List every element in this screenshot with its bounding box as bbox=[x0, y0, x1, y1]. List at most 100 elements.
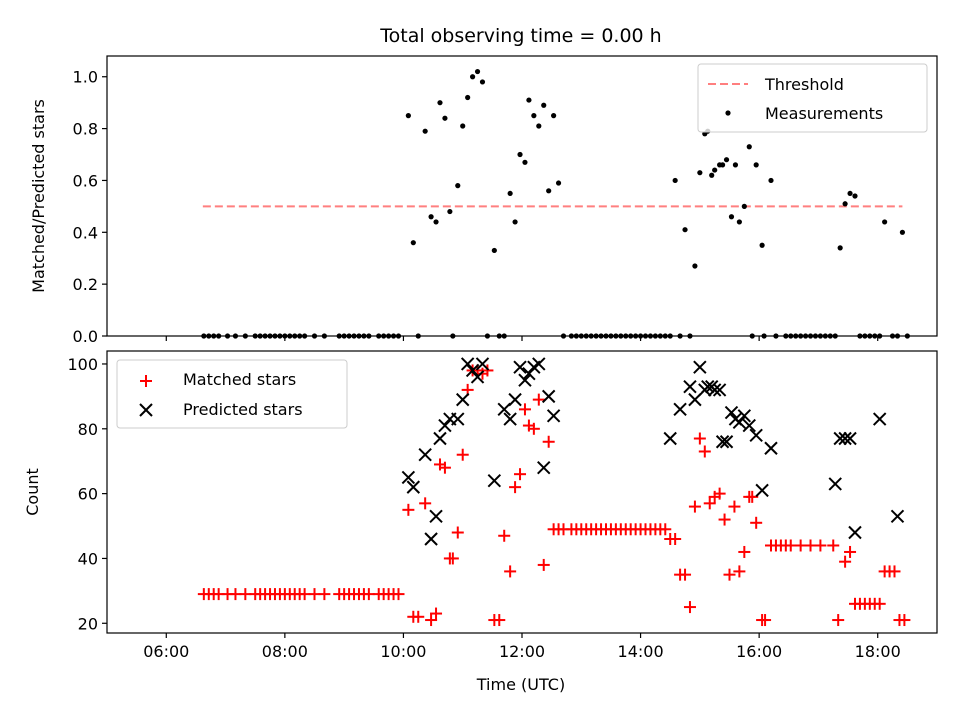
predicted-star-marker bbox=[732, 415, 747, 430]
matched-star-marker bbox=[839, 555, 852, 568]
measurement-point bbox=[899, 229, 906, 235]
predicted-star-marker bbox=[487, 473, 502, 488]
matched-star-marker bbox=[481, 364, 494, 377]
measurement-point bbox=[455, 183, 461, 189]
top-x-axis bbox=[165, 336, 879, 341]
top-y-axis: 0.0 0.2 0.4 0.6 0.8 1.0 bbox=[73, 68, 107, 346]
bottom-y-axis: 20 40 60 80 100 bbox=[67, 355, 107, 633]
predicted-star-marker bbox=[673, 402, 687, 417]
predicted-star-marker bbox=[749, 428, 763, 442]
predicted-star-marker bbox=[838, 431, 852, 446]
measurement-point bbox=[526, 97, 532, 103]
bottom-panel: 20 40 60 80 100 06:00 08:00 10:00 12:00 14:00 16:… bbox=[23, 350, 938, 694]
matched-star-marker bbox=[759, 614, 772, 627]
matched-star-marker bbox=[688, 500, 701, 513]
predicted-star-marker bbox=[890, 509, 905, 524]
count-points bbox=[197, 357, 911, 627]
predicted-star-marker bbox=[424, 532, 438, 546]
x-tick-label: 06:00 bbox=[143, 642, 189, 661]
matched-star-marker bbox=[514, 468, 527, 481]
predicted-star-marker bbox=[418, 448, 432, 462]
measurement-point bbox=[736, 219, 742, 225]
predicted-star-marker bbox=[724, 405, 739, 420]
measurement-point bbox=[465, 94, 471, 101]
predicted-star-marker bbox=[433, 431, 447, 446]
top-legend: Threshold Measurements bbox=[697, 63, 928, 133]
matched-star-marker bbox=[438, 461, 451, 474]
measurement-point bbox=[882, 219, 888, 225]
predicted-star-marker bbox=[513, 360, 527, 374]
predicted-star-marker bbox=[663, 431, 677, 446]
measurement-point bbox=[442, 115, 448, 121]
measurement-point bbox=[728, 214, 735, 220]
chart-title: Total observing time = 0.00 h bbox=[379, 25, 661, 47]
measurement-point bbox=[837, 245, 843, 251]
matched-star-marker bbox=[430, 607, 443, 620]
measurement-point bbox=[741, 203, 747, 209]
predicted-star-marker bbox=[737, 409, 752, 423]
measurement-point bbox=[719, 162, 726, 168]
measurement-point bbox=[768, 177, 774, 184]
predicted-star-marker bbox=[465, 363, 480, 378]
bottom-y-tick-label: 80 bbox=[78, 420, 98, 439]
matched-star-marker bbox=[493, 614, 506, 627]
matched-star-marker bbox=[703, 497, 716, 510]
predicted-star-marker bbox=[828, 477, 842, 491]
legend-predicted-label: Predicted stars bbox=[183, 400, 303, 419]
top-y-axis-label: Matched/Predicted stars bbox=[29, 99, 48, 293]
matched-star-marker bbox=[679, 568, 692, 581]
measurement-point bbox=[512, 219, 518, 225]
matched-star-marker bbox=[402, 503, 415, 516]
matched-star-marker bbox=[669, 533, 682, 545]
measurement-points bbox=[201, 68, 910, 339]
measurement-point bbox=[723, 157, 730, 163]
predicted-star-marker bbox=[872, 412, 887, 426]
measurement-point bbox=[732, 162, 739, 168]
x-tick-label: 10:00 bbox=[380, 642, 426, 661]
matched-star-marker bbox=[814, 539, 827, 552]
predicted-star-marker bbox=[693, 360, 707, 374]
measurement-point bbox=[405, 113, 411, 119]
measurement-point bbox=[712, 167, 718, 173]
bottom-legend-box bbox=[116, 359, 348, 429]
matched-star-marker bbox=[537, 558, 550, 571]
measurement-point bbox=[551, 113, 557, 119]
predicted-star-marker bbox=[546, 409, 561, 423]
x-tick-label: 16:00 bbox=[736, 642, 782, 661]
matched-star-marker bbox=[713, 487, 726, 500]
measurement-point bbox=[422, 128, 428, 134]
matched-star-marker bbox=[498, 529, 511, 542]
measurement-point bbox=[428, 214, 434, 220]
matched-star-marker bbox=[693, 432, 706, 445]
matched-star-marker bbox=[542, 435, 555, 448]
measurement-point bbox=[437, 100, 443, 106]
predicted-star-marker bbox=[406, 480, 421, 494]
measurement-point bbox=[447, 208, 453, 215]
matched-star-marker bbox=[504, 565, 517, 578]
predicted-star-marker bbox=[712, 383, 727, 397]
matched-star-marker bbox=[723, 568, 736, 581]
matched-star-marker bbox=[419, 497, 432, 510]
matched-star-marker bbox=[832, 614, 845, 627]
matched-star-marker bbox=[738, 545, 751, 558]
measurement-point bbox=[746, 144, 752, 150]
matched-star-marker bbox=[392, 588, 405, 601]
top-legend-box bbox=[697, 63, 928, 133]
measurement-point bbox=[672, 177, 678, 184]
top-y-tick-label: 0.2 bbox=[73, 275, 98, 294]
measurement-point bbox=[852, 193, 858, 199]
matched-star-marker bbox=[318, 588, 331, 601]
measurement-point bbox=[474, 68, 481, 75]
measurement-point bbox=[546, 188, 552, 194]
x-axis-label: Time (UTC) bbox=[476, 675, 565, 694]
top-panel: Total observing time = 0.00 h 0.00.20.40… bbox=[29, 25, 938, 346]
top-y-tick-label: 0.4 bbox=[73, 223, 98, 242]
matched-star-marker bbox=[733, 565, 746, 578]
measurement-point bbox=[555, 180, 562, 186]
measurement-point bbox=[753, 162, 759, 168]
measurement-point bbox=[697, 170, 703, 176]
predicted-star-marker bbox=[755, 483, 769, 498]
measurement-point bbox=[541, 102, 547, 108]
predicted-star-marker bbox=[719, 435, 734, 449]
